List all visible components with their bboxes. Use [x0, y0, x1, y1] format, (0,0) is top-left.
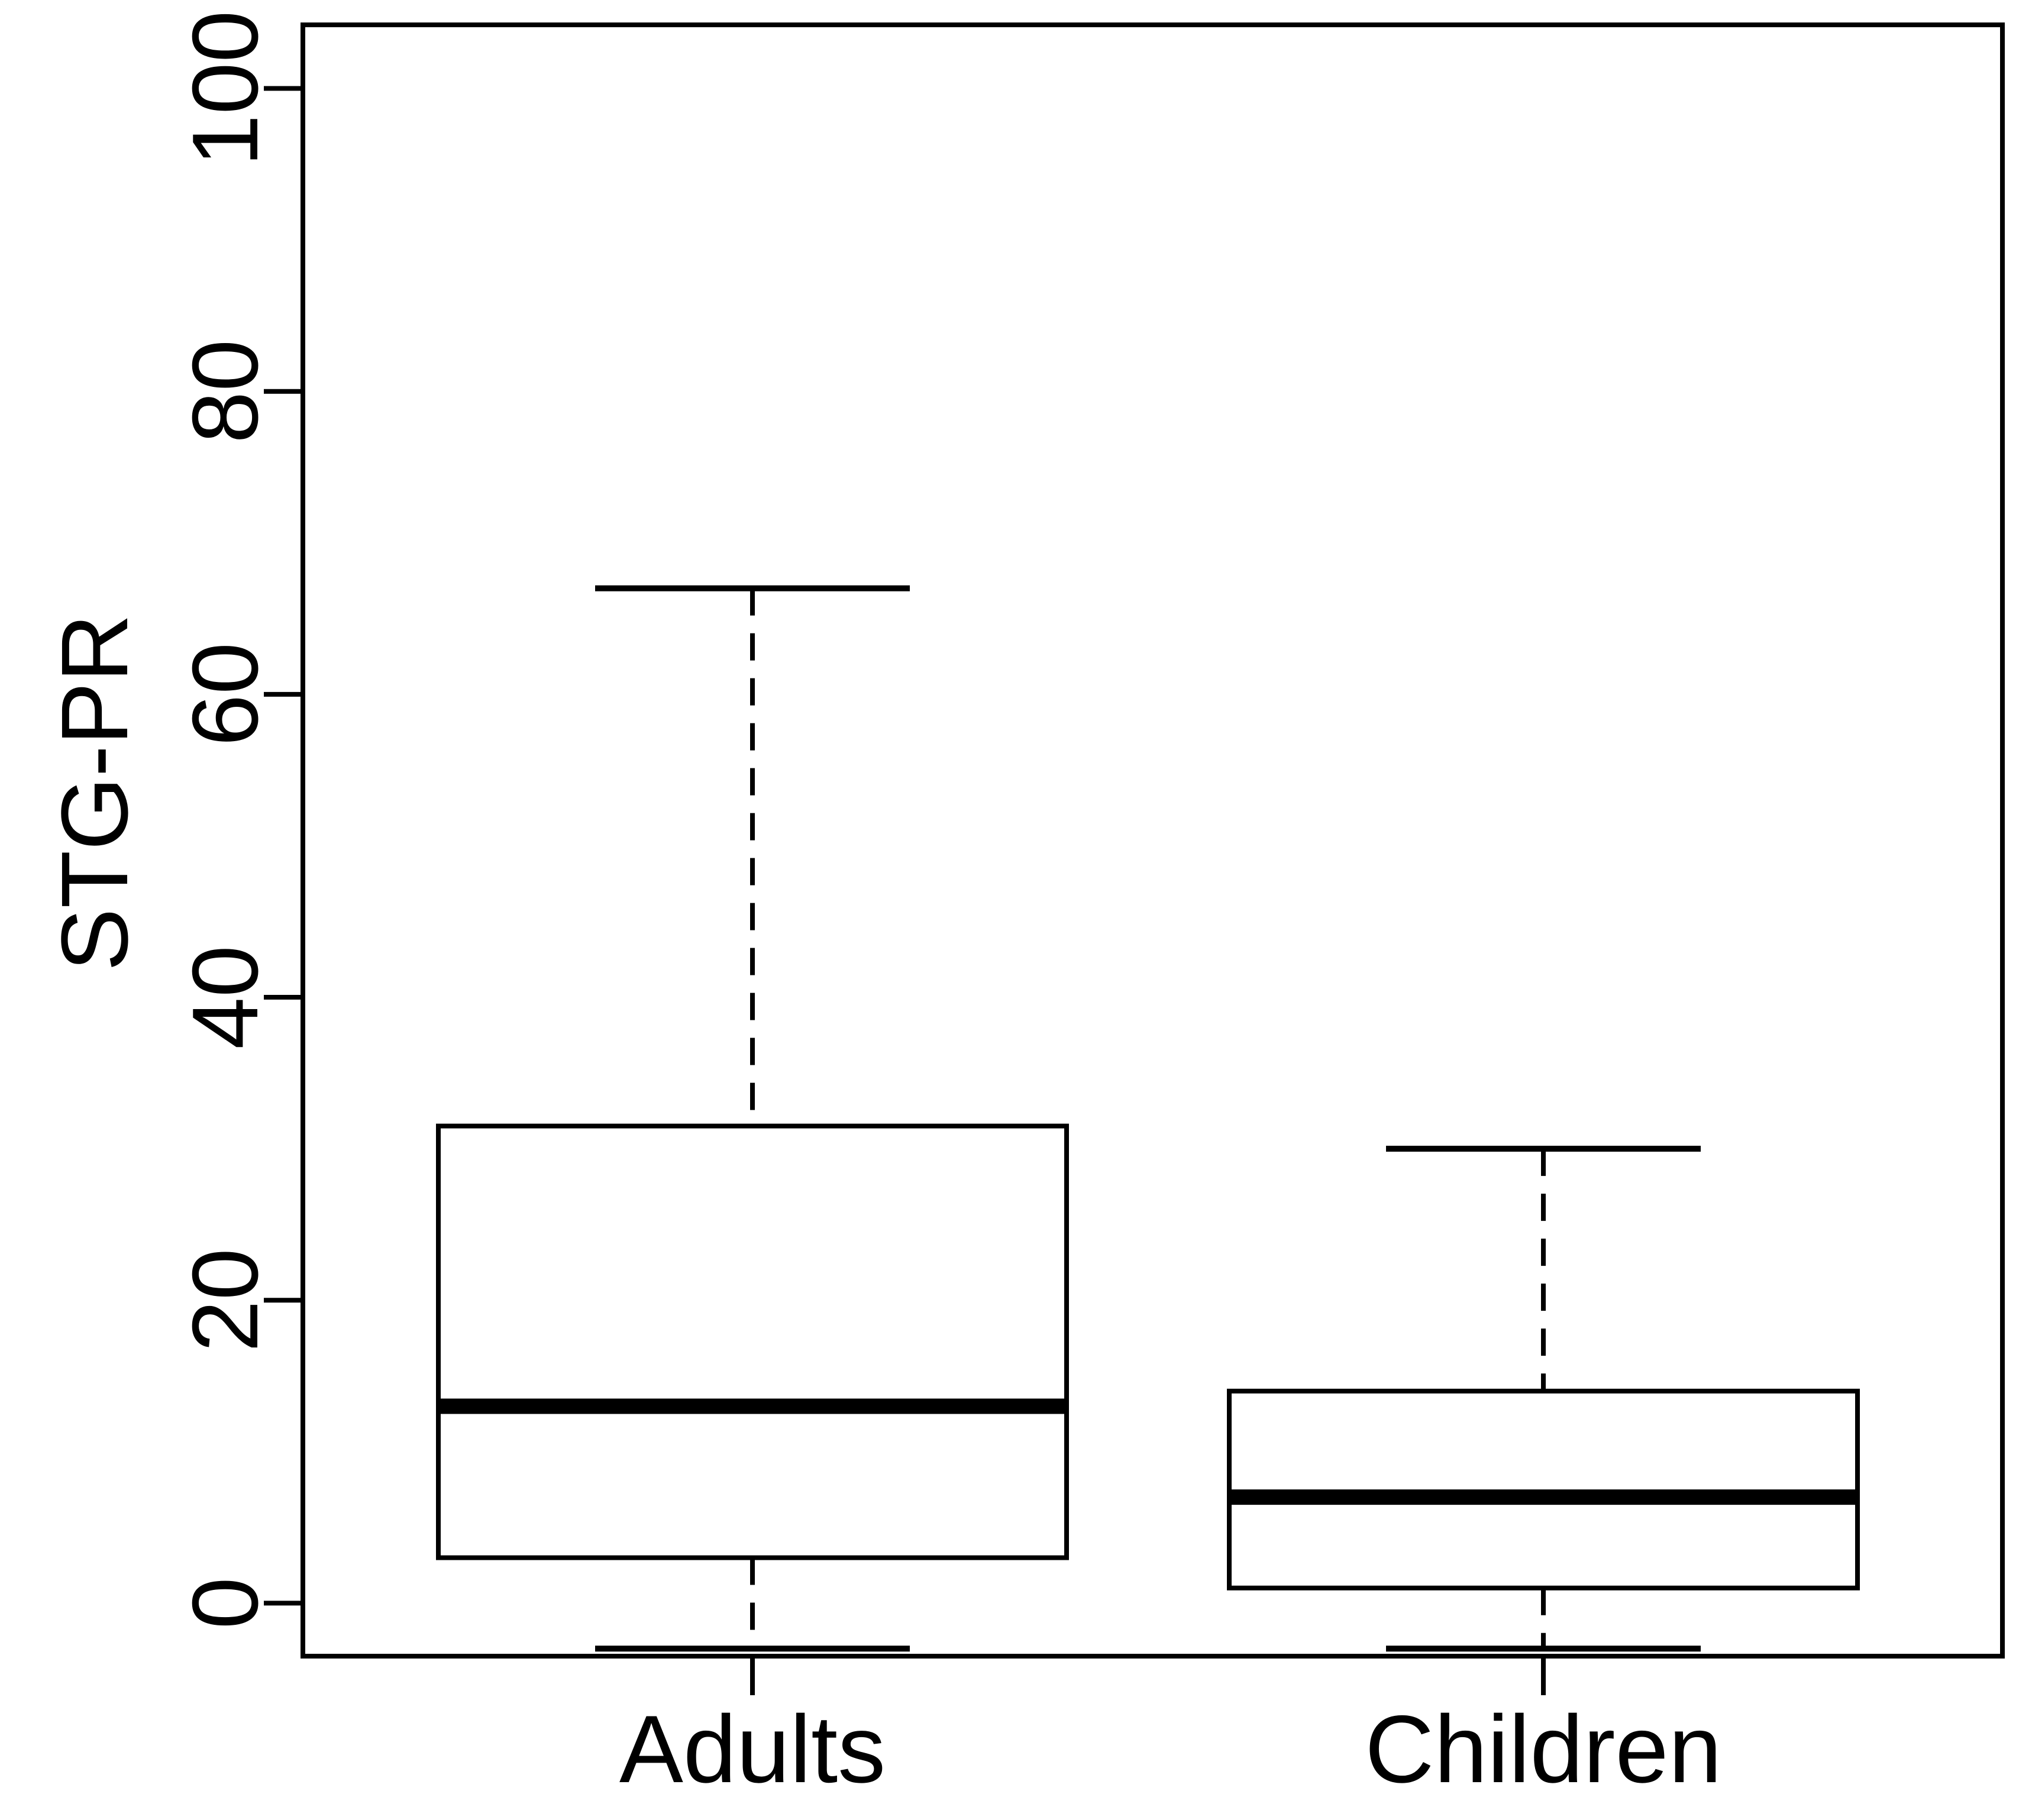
x-axis-category-label-children: Children	[1365, 1696, 1721, 1803]
y-axis-tick-label: 60	[173, 642, 277, 746]
boxplot-children: Children	[1227, 1146, 1860, 1803]
y-axis-label: STG-PR	[41, 614, 147, 971]
x-axis-category-label-adults: Adults	[619, 1696, 886, 1803]
y-axis-tick-label: 20	[173, 1248, 277, 1352]
boxplot-adults: Adults	[436, 585, 1069, 1803]
y-axis-tick-label: 100	[173, 11, 277, 167]
y-axis-tick-label: 80	[173, 340, 277, 444]
y-axis-tick-label: 40	[173, 945, 277, 1049]
y-axis-tick-label: 0	[173, 1577, 277, 1629]
iqr-box-adults	[436, 1123, 1069, 1560]
plot-area-border	[301, 22, 2005, 1659]
